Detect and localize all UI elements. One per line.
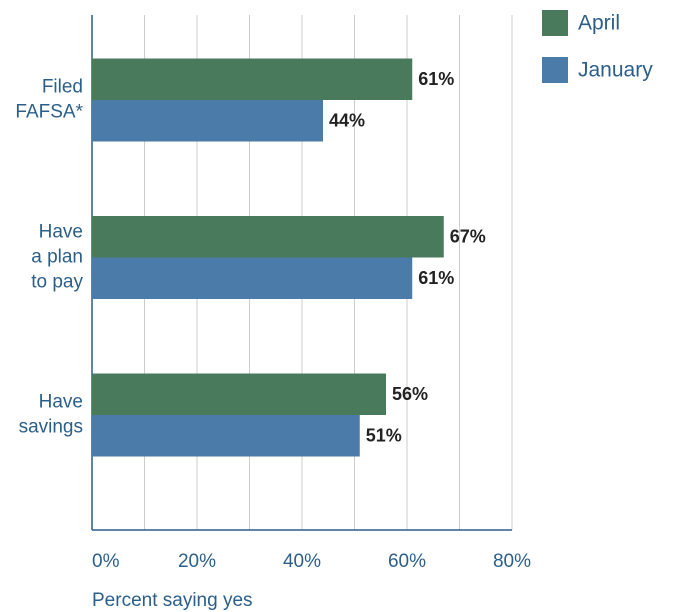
y-tick-label: to pay bbox=[31, 272, 83, 293]
legend-label: April bbox=[578, 12, 620, 35]
value-label: 61% bbox=[418, 268, 454, 288]
y-tick-label: a plan bbox=[31, 247, 83, 268]
x-tick-label: 0% bbox=[92, 551, 120, 572]
y-tick-label: Have bbox=[39, 392, 83, 413]
bar bbox=[92, 415, 360, 457]
x-tick-label: 20% bbox=[178, 551, 216, 572]
legend-swatch bbox=[542, 10, 568, 36]
y-tick-label: Filed bbox=[42, 77, 83, 98]
value-label: 67% bbox=[450, 227, 486, 247]
value-label: 51% bbox=[366, 426, 402, 446]
x-tick-label: 80% bbox=[493, 551, 531, 572]
x-tick-label: 60% bbox=[388, 551, 426, 572]
y-tick-label: Have bbox=[39, 222, 83, 243]
y-tick-label: savings bbox=[19, 417, 83, 438]
bar bbox=[92, 257, 413, 299]
bar bbox=[92, 58, 413, 100]
legend-label: January bbox=[578, 59, 653, 82]
x-tick-label: 40% bbox=[283, 551, 321, 572]
bar bbox=[92, 216, 444, 258]
value-label: 44% bbox=[329, 111, 365, 131]
bar bbox=[92, 100, 323, 142]
value-label: 56% bbox=[392, 384, 428, 404]
bar bbox=[92, 373, 386, 415]
y-tick-label: FAFSA* bbox=[15, 102, 83, 123]
value-label: 61% bbox=[418, 69, 454, 89]
legend-swatch bbox=[542, 57, 568, 83]
x-axis-label: Percent saying yes bbox=[92, 590, 253, 611]
